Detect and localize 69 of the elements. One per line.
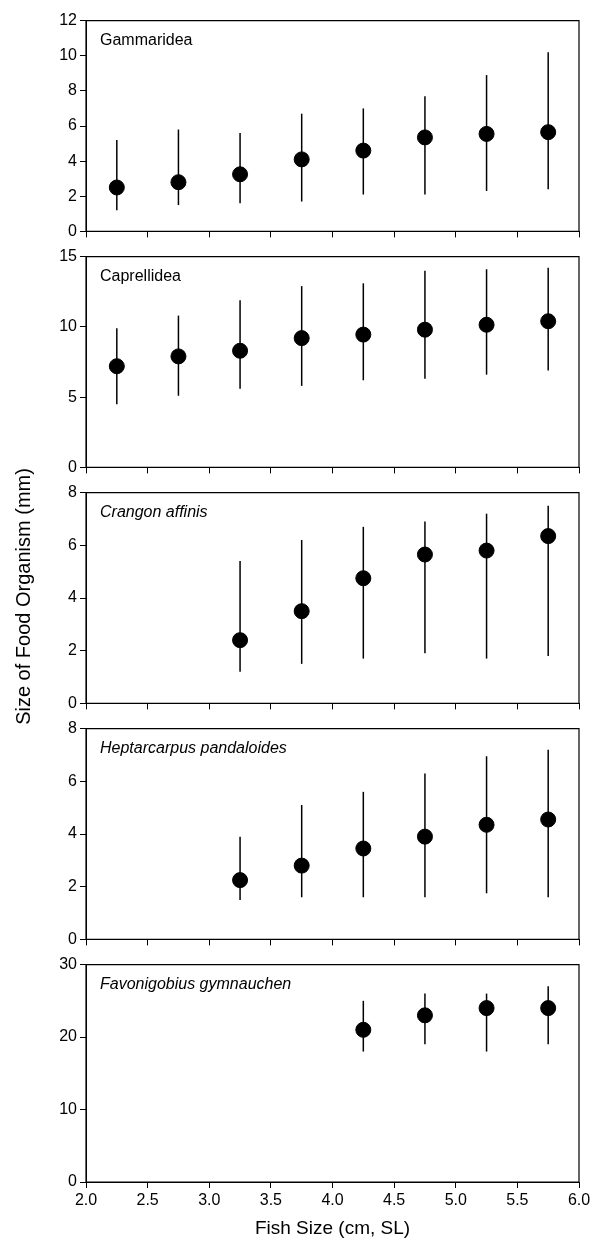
text: Caprellidea (100, 267, 182, 285)
x-tick-label: 3.5 (259, 1191, 283, 1209)
y-tick-label: 2 (68, 186, 78, 204)
point (416, 321, 433, 338)
y-tick-label: 6 (68, 116, 78, 134)
point (540, 811, 557, 828)
y-tick-label: 0 (68, 693, 78, 711)
y-tick-label: 4 (68, 151, 78, 169)
point (232, 872, 249, 889)
y-tick-label: 8 (68, 81, 78, 99)
text: Crangon affinis (100, 503, 208, 521)
y-tick-label: 30 (59, 955, 78, 973)
x-tick-label: 6.0 (567, 1191, 591, 1209)
y-tick-label: 4 (68, 588, 78, 606)
y-tick-label: 15 (59, 247, 78, 265)
x-tick-label: 4.5 (383, 1191, 406, 1209)
point (478, 316, 495, 333)
point (293, 330, 310, 347)
y-tick-label: 0 (68, 457, 78, 475)
y-tick-label: 20 (59, 1027, 78, 1045)
x-tick-label: 5.5 (506, 1191, 529, 1209)
point (170, 348, 187, 365)
y-tick-label: 4 (68, 824, 78, 842)
point (170, 174, 187, 191)
x-tick-label: 2.0 (74, 1191, 98, 1209)
point (355, 142, 372, 159)
y-tick-label: 0 (68, 929, 78, 947)
point (355, 326, 372, 343)
point (478, 125, 495, 142)
x-tick-label: 5.0 (444, 1191, 467, 1209)
y-tick-label: 6 (68, 535, 78, 553)
y-tick-label: 8 (68, 719, 78, 737)
point (293, 603, 310, 620)
point (232, 342, 249, 359)
x-tick-label: 2.5 (136, 1191, 159, 1209)
point (478, 816, 495, 833)
y-tick-label: 0 (68, 221, 78, 239)
y-tick-label: 2 (68, 877, 78, 895)
y-tick-label: 12 (59, 11, 78, 29)
y-tick-label: 6 (68, 771, 78, 789)
point (540, 124, 557, 141)
y-tick-label: 10 (59, 46, 78, 64)
point (416, 546, 433, 563)
point (478, 542, 495, 559)
point (416, 828, 433, 845)
point (293, 151, 310, 168)
point (540, 528, 557, 545)
point (232, 166, 249, 183)
point (232, 632, 249, 649)
point (355, 840, 372, 857)
x-axis-title: Fish Size (cm, SL) (254, 1216, 411, 1238)
y-tick-label: 0 (68, 1172, 78, 1190)
point (540, 313, 557, 330)
point (108, 179, 125, 196)
y-tick-label: 5 (68, 387, 78, 405)
point (108, 358, 125, 375)
x-tick-label: 3.0 (198, 1191, 221, 1209)
text: Favonigobius gymnauchen (100, 975, 292, 993)
text: Heptarcarpus pandaloides (100, 739, 287, 757)
y-tick-label: 2 (68, 641, 78, 659)
y-tick-label: 10 (59, 317, 78, 335)
text: Gammaridea (100, 31, 193, 49)
x-tick-label: 4.0 (321, 1191, 344, 1209)
y-axis-title: Size of Food Organism (mm) (11, 467, 35, 725)
y-tick-label: 8 (68, 483, 78, 501)
point (416, 129, 433, 146)
point (293, 857, 310, 874)
point (355, 570, 372, 587)
y-tick-label: 10 (59, 1099, 78, 1117)
